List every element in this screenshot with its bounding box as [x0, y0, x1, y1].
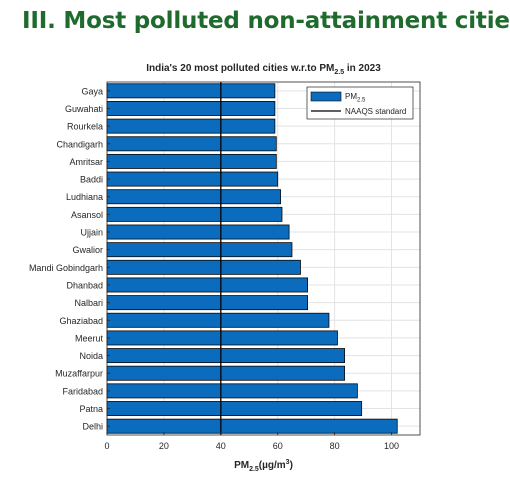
bar-patna: [106, 401, 363, 416]
bar-gaya: [106, 83, 276, 99]
bar-muzaffarpur: [106, 365, 345, 381]
y-tick-label: Amritsar: [70, 157, 104, 167]
bar-amritsar: [106, 153, 277, 169]
y-tick-label: Patna: [79, 404, 103, 414]
y-tick-label: Ujjain: [80, 228, 103, 238]
bar-delhi: [106, 418, 398, 434]
bar-ghaziabad: [106, 312, 330, 328]
y-tick-label: Mandi Gobindgarh: [29, 263, 103, 273]
x-axis-label: PM2.5(µg/m3): [234, 459, 293, 473]
bar-ujjain: [106, 224, 290, 240]
bar-rourkela: [106, 118, 276, 134]
axes-box: [106, 81, 421, 436]
bar-baddi: [106, 171, 279, 187]
y-tick-label: Gwalior: [72, 245, 103, 255]
y-tick-label: Asansol: [71, 210, 103, 220]
bar-dhanbad: [106, 277, 309, 293]
x-tick-label: 80: [330, 441, 340, 451]
x-tick-label: 40: [216, 441, 226, 451]
y-tick-label: Meerut: [75, 333, 104, 343]
bar-gwalior: [106, 242, 293, 258]
y-tick-label: Noida: [79, 351, 103, 361]
x-tick-label: 20: [159, 441, 169, 451]
y-tick-label: Delhi: [82, 422, 103, 432]
y-tick-label: Gaya: [81, 86, 103, 96]
legend-label-pm25: PM2.5: [345, 92, 366, 104]
bar-mandi-gobindgarh: [106, 259, 301, 275]
chart-title: India's 20 most polluted cities w.r.to P…: [146, 63, 381, 76]
legend-label-naaqs: NAAQS standard: [345, 107, 406, 116]
x-tick-label: 100: [384, 441, 399, 451]
bar-guwahati: [106, 101, 276, 116]
y-tick-label: Faridabad: [62, 386, 103, 396]
bar-nalbari: [106, 295, 309, 311]
bar-chandigarh: [106, 136, 277, 152]
bar-ludhiana: [106, 189, 281, 205]
slide-title: III. Most polluted non-attainment cities: [22, 8, 510, 34]
bar-meerut: [106, 330, 338, 346]
y-tick-label: Guwahati: [65, 104, 103, 114]
y-tick-label: Ghaziabad: [59, 316, 103, 326]
bar-faridabad: [106, 383, 358, 399]
x-tick-label: 0: [104, 441, 109, 451]
y-tick-label: Chandigarh: [56, 139, 103, 149]
y-tick-label: Muzaffarpur: [55, 369, 103, 379]
y-tick-label: Dhanbad: [66, 280, 103, 290]
legend: PM2.5 NAAQS standard: [306, 86, 414, 120]
bar-noida: [106, 348, 345, 364]
legend-bar-swatch: [310, 91, 342, 102]
plot-area: [107, 82, 420, 435]
y-tick-label: Baddi: [80, 175, 103, 185]
x-tick-label: 60: [273, 441, 283, 451]
y-tick-label: Nalbari: [74, 298, 103, 308]
y-tick-label: Rourkela: [67, 122, 103, 132]
bar-asansol: [106, 206, 283, 222]
y-tick-label: Ludhiana: [66, 192, 103, 202]
